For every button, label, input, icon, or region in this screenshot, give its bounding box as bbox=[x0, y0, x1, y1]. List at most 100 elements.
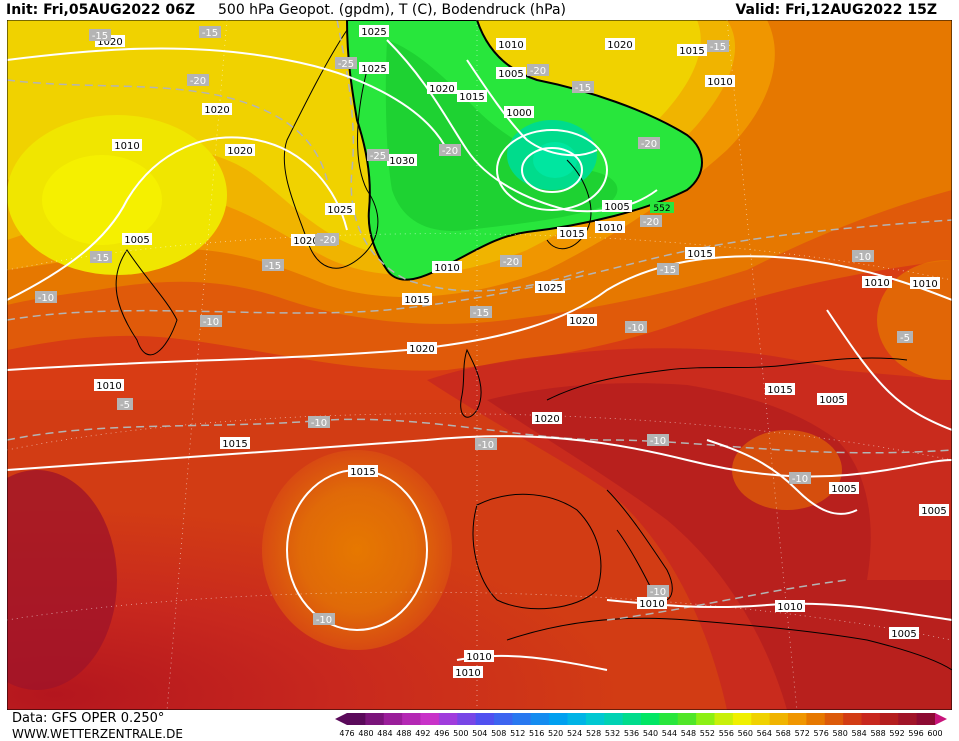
svg-text:-15: -15 bbox=[92, 31, 108, 42]
svg-text:-10: -10 bbox=[478, 440, 494, 451]
valid-time: Valid: Fri,12AUG2022 15Z bbox=[735, 2, 937, 18]
color-scale-tick-label: 484 bbox=[377, 729, 393, 738]
color-scale-tick-label: 552 bbox=[699, 729, 716, 738]
svg-text:1015: 1015 bbox=[679, 46, 704, 57]
color-scale-tick-label: 480 bbox=[358, 729, 374, 738]
color-scale-swatch bbox=[567, 713, 587, 725]
pressure-label: 1005 bbox=[889, 627, 919, 640]
temperature-label: -20 bbox=[439, 144, 461, 157]
temperature-label: -25 bbox=[367, 149, 389, 162]
temperature-label: -15 bbox=[199, 26, 221, 39]
pressure-label: 1015 bbox=[457, 90, 487, 103]
svg-text:-20: -20 bbox=[643, 217, 659, 228]
pressure-label: 1010 bbox=[637, 597, 667, 610]
color-scale-labels: 476 480 484 488 492 496 500 504 508 512 516 520 524 5… bbox=[339, 729, 944, 741]
pressure-label: 1005 bbox=[602, 200, 632, 213]
svg-text:1010: 1010 bbox=[597, 223, 622, 234]
isotherms bbox=[7, 20, 952, 621]
color-scale-tick-label: 532 bbox=[604, 729, 621, 738]
svg-text:1025: 1025 bbox=[361, 64, 386, 75]
color-scale-swatch bbox=[622, 713, 642, 725]
color-scale-tick-label: 504 bbox=[472, 729, 488, 738]
svg-text:-15: -15 bbox=[202, 28, 218, 39]
temperature-label: -10 bbox=[475, 438, 497, 451]
graticule bbox=[7, 20, 952, 710]
pressure-label: 1020 bbox=[291, 234, 321, 247]
svg-text:1015: 1015 bbox=[350, 467, 375, 478]
svg-text:-10: -10 bbox=[316, 615, 332, 626]
color-scale-swatch bbox=[530, 713, 550, 725]
color-scale-tick-label: 500 bbox=[453, 729, 469, 738]
color-scale-tick-label: 596 bbox=[908, 729, 924, 738]
pressure-labels: 1020 1025 1010 1005 1020 1015 1010 1025 … bbox=[94, 25, 949, 679]
svg-text:1005: 1005 bbox=[831, 484, 856, 495]
color-scale-swatch bbox=[585, 713, 605, 725]
color-scale-tick-label: 600 bbox=[927, 729, 943, 738]
color-scale-swatch bbox=[806, 713, 826, 725]
color-scale-swatch bbox=[714, 713, 734, 725]
pressure-label: 1020 bbox=[225, 144, 255, 157]
svg-text:-5: -5 bbox=[120, 400, 130, 411]
pressure-label: 1010 bbox=[464, 650, 494, 663]
pressure-label: 1025 bbox=[325, 203, 355, 216]
pressure-label: 1020 bbox=[532, 412, 562, 425]
color-scale-tick-label: 592 bbox=[889, 729, 905, 738]
svg-text:1020: 1020 bbox=[293, 236, 318, 247]
svg-text:1010: 1010 bbox=[777, 602, 802, 613]
svg-text:1010: 1010 bbox=[498, 40, 523, 51]
color-scale-swatch bbox=[861, 713, 881, 725]
svg-text:1010: 1010 bbox=[455, 668, 480, 679]
color-scale-swatch bbox=[879, 713, 899, 725]
svg-text:1015: 1015 bbox=[459, 92, 484, 103]
svg-text:-20: -20 bbox=[320, 235, 336, 246]
svg-text:-20: -20 bbox=[641, 139, 657, 150]
svg-text:1020: 1020 bbox=[569, 316, 594, 327]
svg-text:1010: 1010 bbox=[912, 279, 937, 290]
color-scale-tick-label: 548 bbox=[680, 729, 697, 738]
pressure-label: 1010 bbox=[94, 379, 124, 392]
svg-text:1025: 1025 bbox=[327, 205, 352, 216]
temperature-label: -20 bbox=[638, 137, 660, 150]
pressure-label: 1010 bbox=[432, 261, 462, 274]
color-scale-tick-label: 568 bbox=[775, 729, 791, 738]
svg-text:1005: 1005 bbox=[604, 202, 629, 213]
pressure-label: 1005 bbox=[817, 393, 847, 406]
svg-text:1010: 1010 bbox=[466, 652, 491, 663]
website-credit: WWW.WETTERZENTRALE.DE bbox=[12, 727, 183, 741]
pressure-label: 1005 bbox=[829, 482, 859, 495]
pressure-label: 1000 bbox=[504, 106, 534, 119]
weather-map-svg: 1020 1025 1010 1005 1020 1015 1010 1025 … bbox=[7, 20, 952, 710]
svg-text:-10: -10 bbox=[855, 252, 871, 263]
pressure-label: 1020 bbox=[202, 103, 232, 116]
azores-high bbox=[262, 450, 452, 650]
temperature-label: -15 bbox=[707, 40, 729, 53]
color-scale-swatch bbox=[549, 713, 568, 725]
color-scale-swatch bbox=[843, 713, 862, 725]
pressure-label: 1015 bbox=[220, 437, 250, 450]
weather-map: 1020 1025 1010 1005 1020 1015 1010 1025 … bbox=[7, 20, 952, 710]
svg-text:1005: 1005 bbox=[921, 506, 946, 517]
temperature-label: -15 bbox=[89, 29, 111, 42]
british-isles bbox=[460, 348, 482, 418]
color-scale-tick-label: 556 bbox=[718, 729, 734, 738]
color-scale-tick-label: 508 bbox=[491, 729, 507, 738]
temperature-label: -20 bbox=[500, 255, 522, 268]
color-scale-swatch bbox=[732, 713, 752, 725]
svg-text:1025: 1025 bbox=[537, 283, 562, 294]
svg-text:1015: 1015 bbox=[687, 249, 712, 260]
color-scale-swatch bbox=[420, 713, 440, 725]
svg-text:1020: 1020 bbox=[409, 344, 434, 355]
color-scale-tick-label: 580 bbox=[832, 729, 848, 738]
svg-text:1020: 1020 bbox=[97, 37, 122, 48]
pressure-label: 1010 bbox=[112, 139, 142, 152]
svg-text:-10: -10 bbox=[628, 323, 644, 334]
svg-text:-10: -10 bbox=[792, 474, 808, 485]
color-scale-tick-label: 496 bbox=[434, 729, 450, 738]
pressure-label: 1010 bbox=[453, 666, 483, 679]
svg-text:-15: -15 bbox=[265, 261, 281, 272]
pressure-label: 1015 bbox=[402, 293, 432, 306]
pressure-label: 1015 bbox=[677, 44, 707, 57]
color-scale-swatch bbox=[402, 713, 421, 725]
svg-text:1010: 1010 bbox=[864, 278, 889, 289]
color-scale-swatch bbox=[641, 713, 660, 725]
